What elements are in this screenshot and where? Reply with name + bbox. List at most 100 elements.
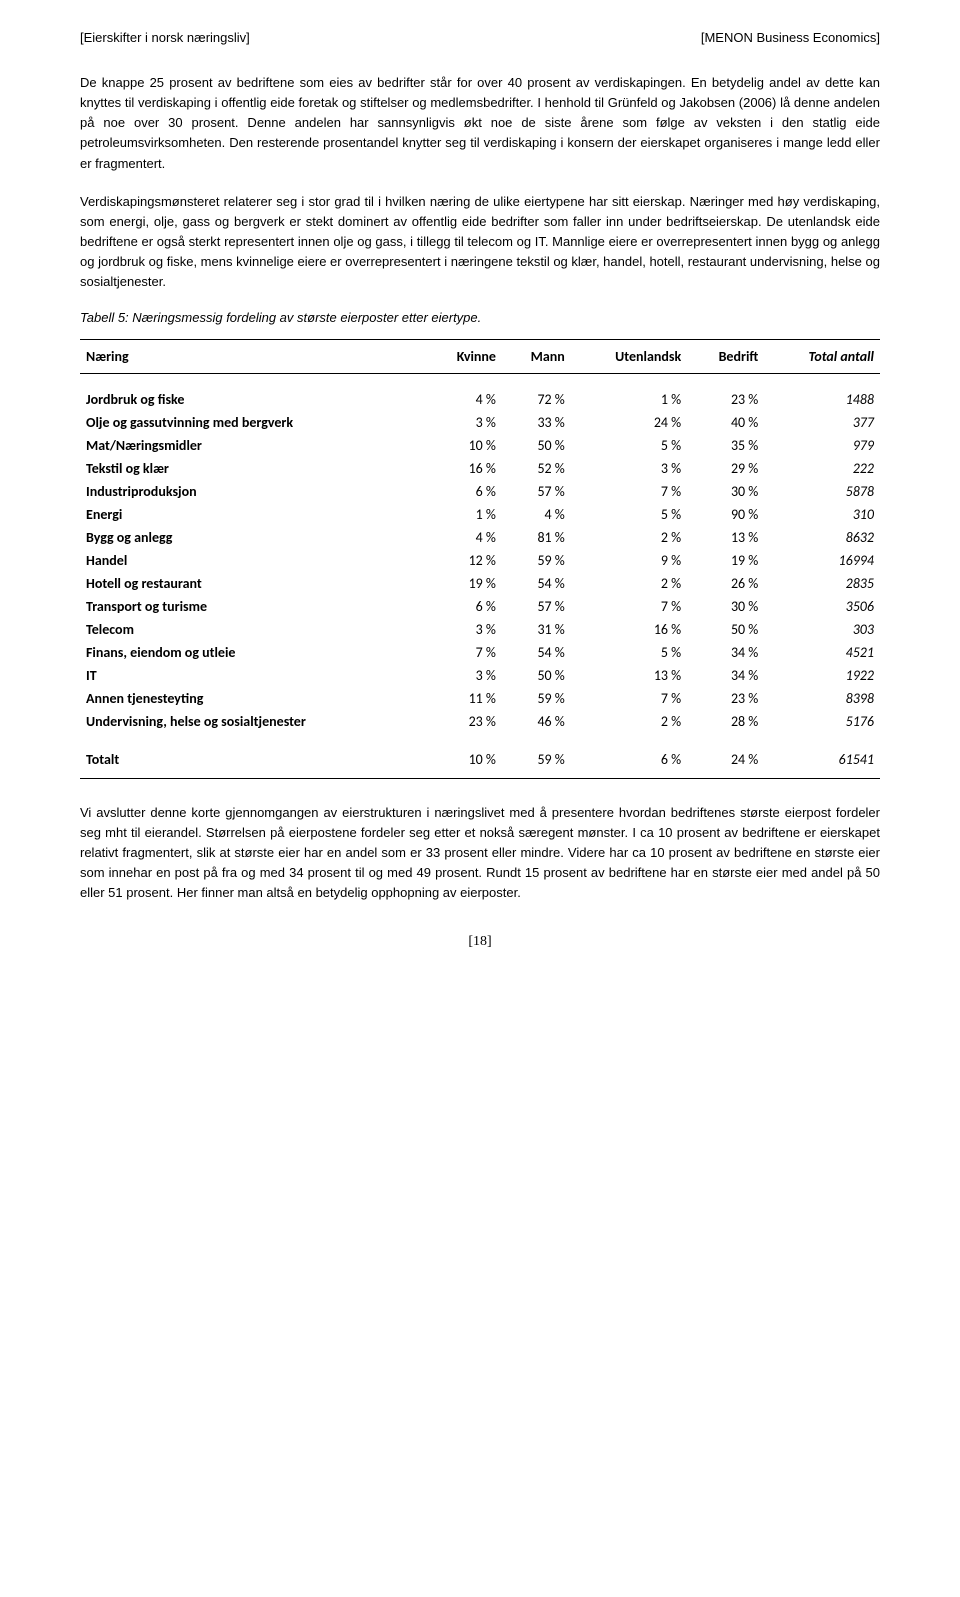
row-value: 34 % <box>687 641 764 664</box>
col-naering: Næring <box>80 340 426 374</box>
row-total: 979 <box>764 434 880 457</box>
table-row: Transport og turisme6 %57 %7 %30 %3506 <box>80 595 880 618</box>
table-row: IT3 %50 %13 %34 %1922 <box>80 664 880 687</box>
page-number: [18] <box>80 934 880 950</box>
row-value: 7 % <box>571 687 687 710</box>
table-row: Telecom3 %31 %16 %50 %303 <box>80 618 880 641</box>
col-utenlandsk: Utenlandsk <box>571 340 687 374</box>
row-value: 81 % <box>502 526 571 549</box>
row-value: 50 % <box>687 618 764 641</box>
row-value: 13 % <box>687 526 764 549</box>
row-value: 10 % <box>426 434 502 457</box>
row-value: 19 % <box>426 572 502 595</box>
row-value: 40 % <box>687 411 764 434</box>
row-label: Handel <box>80 549 426 572</box>
table-row: Olje og gassutvinning med bergverk3 %33 … <box>80 411 880 434</box>
col-mann: Mann <box>502 340 571 374</box>
row-value: 50 % <box>502 664 571 687</box>
table-row: Industriproduksjon6 %57 %7 %30 %5878 <box>80 480 880 503</box>
row-value: 3 % <box>426 664 502 687</box>
paragraph-2: Verdiskapingsmønsteret relaterer seg i s… <box>80 192 880 293</box>
table-header-row: Næring Kvinne Mann Utenlandsk Bedrift To… <box>80 340 880 374</box>
table-total-row: Totalt10 %59 %6 %24 %61541 <box>80 747 880 779</box>
total-value: 59 % <box>502 747 571 779</box>
row-value: 30 % <box>687 480 764 503</box>
row-value: 59 % <box>502 549 571 572</box>
row-value: 35 % <box>687 434 764 457</box>
row-value: 24 % <box>571 411 687 434</box>
row-value: 23 % <box>687 388 764 411</box>
row-label: IT <box>80 664 426 687</box>
row-value: 52 % <box>502 457 571 480</box>
table-row: Energi1 %4 %5 %90 %310 <box>80 503 880 526</box>
row-value: 6 % <box>426 595 502 618</box>
row-total: 5176 <box>764 710 880 733</box>
row-total: 1488 <box>764 388 880 411</box>
row-value: 31 % <box>502 618 571 641</box>
row-value: 7 % <box>426 641 502 664</box>
row-value: 9 % <box>571 549 687 572</box>
page-header: [Eierskifter i norsk næringsliv] [MENON … <box>80 30 880 45</box>
row-value: 33 % <box>502 411 571 434</box>
row-value: 46 % <box>502 710 571 733</box>
row-value: 72 % <box>502 388 571 411</box>
row-value: 12 % <box>426 549 502 572</box>
row-value: 23 % <box>687 687 764 710</box>
row-value: 2 % <box>571 710 687 733</box>
row-total: 5878 <box>764 480 880 503</box>
row-value: 2 % <box>571 526 687 549</box>
row-label: Energi <box>80 503 426 526</box>
table-row: Bygg og anlegg4 %81 %2 %13 %8632 <box>80 526 880 549</box>
row-value: 54 % <box>502 641 571 664</box>
row-label: Finans, eiendom og utleie <box>80 641 426 664</box>
row-label: Mat/Næringsmidler <box>80 434 426 457</box>
table-row: Undervisning, helse og sosialtjenester23… <box>80 710 880 733</box>
row-total: 3506 <box>764 595 880 618</box>
row-total: 8632 <box>764 526 880 549</box>
table-row: Tekstil og klær16 %52 %3 %29 %222 <box>80 457 880 480</box>
row-value: 7 % <box>571 595 687 618</box>
row-value: 5 % <box>571 503 687 526</box>
row-value: 59 % <box>502 687 571 710</box>
row-value: 1 % <box>426 503 502 526</box>
table-row: Annen tjenesteyting11 %59 %7 %23 %8398 <box>80 687 880 710</box>
table-row: Handel12 %59 %9 %19 %16994 <box>80 549 880 572</box>
row-value: 16 % <box>571 618 687 641</box>
table-caption: Tabell 5: Næringsmessig fordeling av stø… <box>80 310 880 325</box>
table-row: Finans, eiendom og utleie7 %54 %5 %34 %4… <box>80 641 880 664</box>
row-value: 34 % <box>687 664 764 687</box>
row-value: 2 % <box>571 572 687 595</box>
row-value: 4 % <box>426 388 502 411</box>
row-label: Olje og gassutvinning med bergverk <box>80 411 426 434</box>
ownership-table: Næring Kvinne Mann Utenlandsk Bedrift To… <box>80 339 880 779</box>
col-total: Total antall <box>764 340 880 374</box>
row-total: 16994 <box>764 549 880 572</box>
row-value: 3 % <box>426 618 502 641</box>
row-label: Telecom <box>80 618 426 641</box>
row-value: 13 % <box>571 664 687 687</box>
row-value: 4 % <box>426 526 502 549</box>
row-total: 222 <box>764 457 880 480</box>
total-total: 61541 <box>764 747 880 779</box>
row-label: Transport og turisme <box>80 595 426 618</box>
row-label: Tekstil og klær <box>80 457 426 480</box>
row-label: Bygg og anlegg <box>80 526 426 549</box>
total-value: 24 % <box>687 747 764 779</box>
row-value: 7 % <box>571 480 687 503</box>
row-value: 5 % <box>571 434 687 457</box>
row-value: 3 % <box>426 411 502 434</box>
row-value: 6 % <box>426 480 502 503</box>
row-total: 310 <box>764 503 880 526</box>
row-total: 1922 <box>764 664 880 687</box>
header-right: [MENON Business Economics] <box>701 30 880 45</box>
row-label: Industriproduksjon <box>80 480 426 503</box>
table-row: Hotell og restaurant19 %54 %2 %26 %2835 <box>80 572 880 595</box>
row-value: 30 % <box>687 595 764 618</box>
row-value: 11 % <box>426 687 502 710</box>
row-total: 8398 <box>764 687 880 710</box>
row-label: Annen tjenesteyting <box>80 687 426 710</box>
row-value: 90 % <box>687 503 764 526</box>
row-label: Jordbruk og fiske <box>80 388 426 411</box>
col-kvinne: Kvinne <box>426 340 502 374</box>
col-bedrift: Bedrift <box>687 340 764 374</box>
